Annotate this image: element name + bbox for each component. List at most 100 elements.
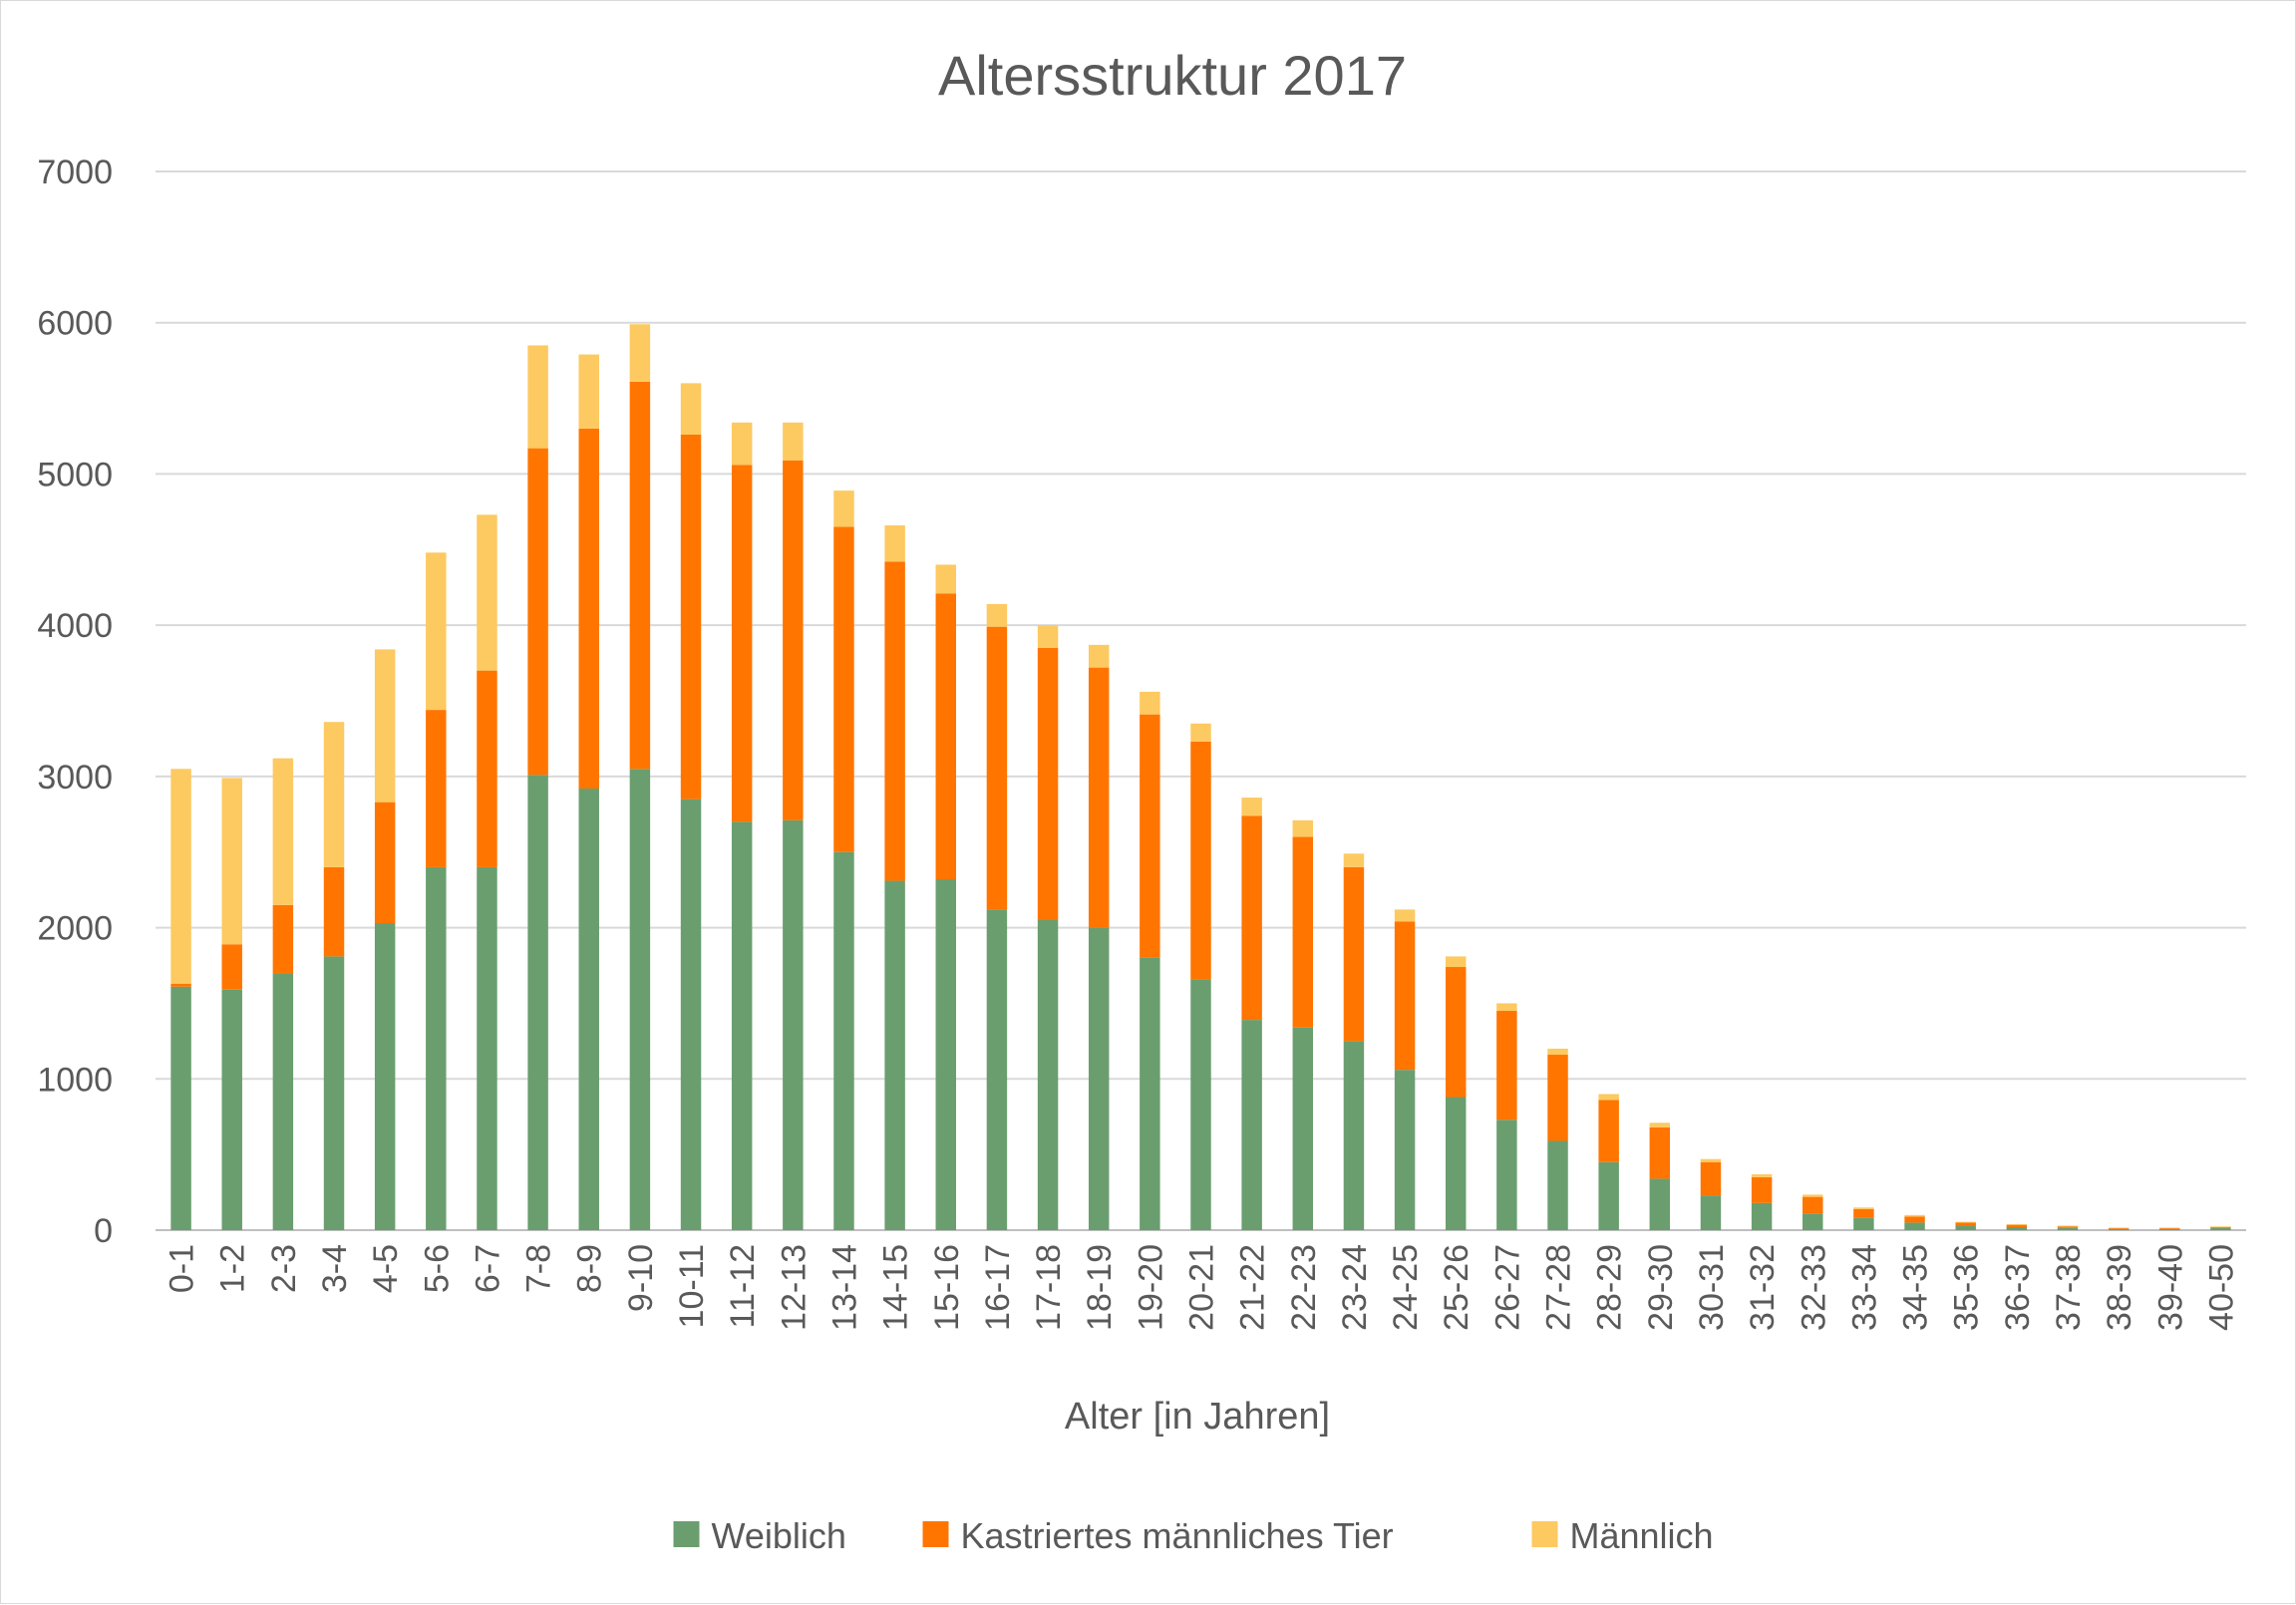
legend-label: Männlich <box>1570 1515 1714 1556</box>
bar-segment <box>1598 1094 1619 1101</box>
x-tick-label: 33-34 <box>1845 1244 1883 1331</box>
y-tick-label: 2000 <box>37 910 113 948</box>
bar-segment <box>1190 723 1211 742</box>
x-tick-label: 26-27 <box>1488 1244 1526 1331</box>
bar-segment <box>1853 1208 1874 1218</box>
bar-segment <box>1700 1161 1722 1196</box>
x-tick-label: 25-26 <box>1438 1244 1476 1331</box>
x-tick-label: 6-7 <box>469 1244 506 1293</box>
bar-segment <box>1394 909 1416 922</box>
bar-segment <box>1803 1196 1823 1214</box>
x-tick-label: 30-31 <box>1693 1244 1731 1331</box>
bar-segment <box>1088 927 1110 1230</box>
x-tick-label: 23-24 <box>1336 1244 1374 1331</box>
bar-segment <box>1343 853 1365 867</box>
bar-segment <box>374 802 396 924</box>
bars <box>170 324 2231 1230</box>
bar-segment <box>1496 1011 1517 1121</box>
bar-segment <box>1037 625 1059 648</box>
bar-segment <box>2006 1223 2028 1225</box>
bar-segment <box>221 989 242 1230</box>
y-tick-label: 5000 <box>37 456 113 493</box>
y-tick-label: 6000 <box>37 305 113 343</box>
bar-segment <box>1343 866 1365 1042</box>
bar-segment <box>272 973 294 1230</box>
bar-segment <box>1853 1217 1874 1230</box>
bar-segment <box>2159 1228 2180 1229</box>
bar-segment <box>1751 1173 1773 1177</box>
bar-segment <box>1547 1055 1568 1141</box>
bar-segment <box>2210 1226 2231 1227</box>
x-tick-label: 20-21 <box>1183 1244 1221 1331</box>
y-tick-label: 0 <box>94 1212 113 1250</box>
y-tick-label: 3000 <box>37 759 113 797</box>
legend-swatch <box>673 1521 700 1547</box>
bar-segment <box>2006 1224 2028 1227</box>
bar-segment <box>884 525 905 562</box>
bar-segment <box>986 626 1008 910</box>
bar-segment <box>833 490 854 527</box>
bar-segment <box>629 381 651 770</box>
bar-segment <box>1598 1161 1619 1230</box>
bar-segment <box>1598 1100 1619 1162</box>
bar-segment <box>1700 1195 1722 1230</box>
x-tick-label: 7-8 <box>520 1244 558 1293</box>
bar-segment <box>323 722 345 867</box>
bar-segment <box>1853 1207 1874 1209</box>
bar-segment <box>477 866 497 1230</box>
bar-segment <box>426 552 447 711</box>
legend: Weiblich Kastriertes männliches Tier Männl… <box>673 1515 1714 1556</box>
x-tick-label: 12-13 <box>775 1244 813 1331</box>
bar-segment <box>884 880 905 1230</box>
bar-segment <box>1140 714 1160 958</box>
bar-segment <box>477 670 497 867</box>
bar-segment <box>935 564 956 594</box>
bar-segment <box>527 775 548 1230</box>
bar-segment <box>170 769 191 984</box>
legend-swatch <box>922 1521 949 1547</box>
bar-segment <box>1088 667 1110 928</box>
bar-segment <box>629 769 651 1230</box>
x-tick-label: 17-18 <box>1030 1244 1068 1331</box>
bar-segment <box>1446 956 1467 968</box>
x-tick-label: 37-38 <box>2050 1244 2088 1331</box>
bar-segment <box>1496 1120 1517 1230</box>
bar-segment <box>935 593 956 880</box>
bar-segment <box>1037 919 1059 1230</box>
x-tick-label: 18-19 <box>1081 1244 1119 1331</box>
bar-segment <box>272 904 294 974</box>
x-tick-label: 36-37 <box>1999 1244 2037 1331</box>
bar-segment <box>1394 1070 1416 1230</box>
bar-segment <box>2108 1228 2130 1229</box>
bar-segment <box>2210 1227 2231 1230</box>
bar-segment <box>731 821 753 1230</box>
bar-segment <box>578 428 599 789</box>
bar-segment <box>1803 1194 1823 1197</box>
bar-segment <box>1292 1027 1314 1230</box>
x-tick-label: 15-16 <box>928 1244 966 1331</box>
bar-segment <box>221 944 242 990</box>
bar-segment <box>2159 1228 2180 1230</box>
bar-segment <box>323 956 345 1230</box>
x-tick-label: 29-30 <box>1642 1244 1680 1331</box>
bar-segment <box>1140 957 1160 1230</box>
bar-segment <box>1343 1041 1365 1230</box>
bar-segment <box>986 909 1008 1230</box>
legend-label: Kastriertes männliches Tier <box>961 1515 1394 1556</box>
y-tick-label: 7000 <box>37 154 113 191</box>
bar-segment <box>426 866 447 1230</box>
bar-segment <box>783 819 804 1230</box>
bar-segment <box>2108 1228 2130 1230</box>
bar-segment <box>1904 1222 1925 1230</box>
bar-segment <box>986 603 1008 627</box>
bar-segment <box>1751 1202 1773 1230</box>
bar-segment <box>1446 1097 1467 1230</box>
x-tick-label: 32-33 <box>1795 1244 1832 1331</box>
x-tick-label: 14-15 <box>877 1244 915 1331</box>
bar-segment <box>2057 1227 2079 1230</box>
bar-segment <box>578 788 599 1230</box>
x-tick-label: 2-3 <box>265 1244 303 1293</box>
bar-segment <box>1140 691 1160 715</box>
